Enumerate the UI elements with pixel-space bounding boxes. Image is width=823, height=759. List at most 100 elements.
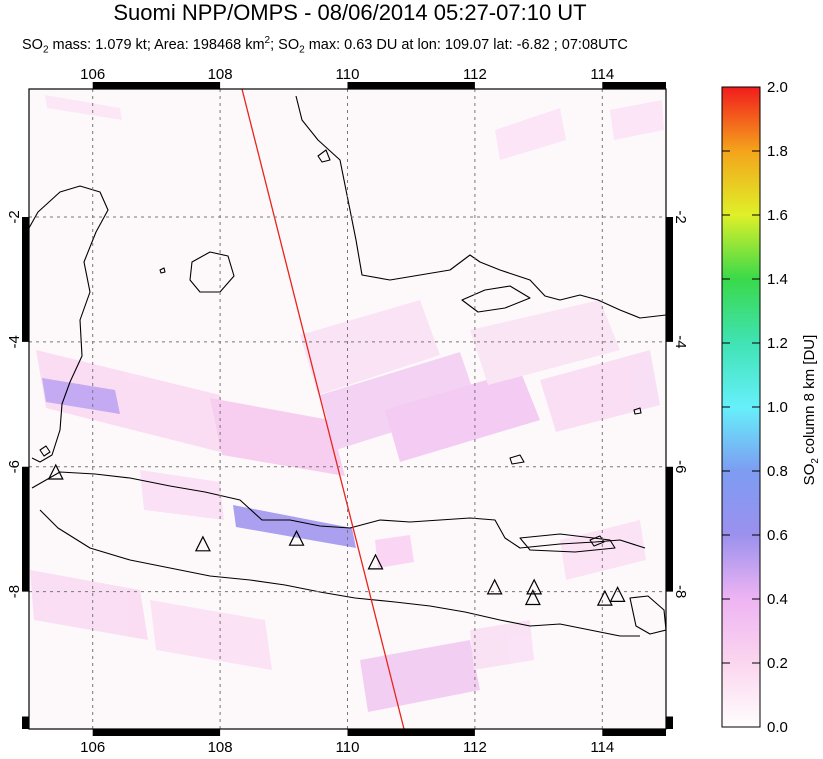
frame-bar-top xyxy=(347,82,475,89)
so2-swath xyxy=(560,520,646,580)
lat-tick-label-left: -8 xyxy=(6,585,23,598)
lat-tick-label-left: -6 xyxy=(6,460,23,473)
coastline xyxy=(31,471,646,549)
lon-tick-label-bottom: 114 xyxy=(590,739,614,756)
satellite-track-line xyxy=(241,89,405,729)
subtitle-part: mass: 1.079 kt; Area: 198468 km xyxy=(48,36,265,53)
subtitle-part: SO xyxy=(22,36,43,53)
coastline xyxy=(317,149,331,163)
colorbar-tick-label: 0.0 xyxy=(767,719,788,736)
lat-tick-label-left: -2 xyxy=(6,210,23,223)
tick-labels: 106 106 108 108 110 110 112 112 114 114 -2 -2 -4 -4 -6… xyxy=(6,66,689,756)
so2-swath xyxy=(233,505,356,548)
colorbar-tick-label: 2.0 xyxy=(767,79,788,96)
colorbar-tick-label: 0.2 xyxy=(767,655,788,672)
so2-swath xyxy=(375,535,414,568)
coastline xyxy=(159,267,166,274)
coastline xyxy=(633,407,642,415)
coastline xyxy=(295,95,666,319)
colorbar-title-sub: 2 xyxy=(810,458,821,464)
frame-bar-bottom xyxy=(347,729,475,736)
so2-swath xyxy=(150,600,272,670)
frame-bar-right xyxy=(666,217,673,342)
colorbar-title: SO2 column 8 km [DU] xyxy=(801,335,821,486)
colorbar-title-part: column 8 km [DU] xyxy=(801,335,818,458)
so2-swath xyxy=(385,370,540,462)
so2-swath xyxy=(140,470,224,520)
coastline xyxy=(509,454,525,465)
colorbar-tick-label: 1.2 xyxy=(767,335,788,352)
coastlines xyxy=(29,95,666,637)
lon-tick-label-top: 112 xyxy=(463,66,487,83)
volcano-markers xyxy=(47,463,626,606)
frame-bar-top xyxy=(92,82,221,89)
coastline xyxy=(189,251,235,293)
lat-tick-label-right: -6 xyxy=(672,460,689,473)
subtitle-subscript: 2 xyxy=(42,44,49,56)
lon-tick-label-bottom: 112 xyxy=(463,739,487,756)
colorbar-tick-label: 0.4 xyxy=(767,591,788,608)
coastline xyxy=(39,509,640,637)
frame-bar-top xyxy=(602,82,666,89)
coastline xyxy=(39,445,51,457)
colorbar-tick-label: 1.8 xyxy=(767,143,788,160)
frame-bar-bottom xyxy=(602,729,666,736)
volcano-marker xyxy=(367,553,384,570)
frame-bar-right xyxy=(666,466,673,592)
so2-swath xyxy=(320,352,478,450)
lon-tick-label-bottom: 106 xyxy=(80,739,105,756)
subtitle-part: ; SO xyxy=(270,36,300,53)
volcano-marker xyxy=(609,586,626,602)
so2-swath xyxy=(45,95,122,120)
colorbar-title-part: SO xyxy=(801,464,818,486)
colorbar-tick-label: 1.4 xyxy=(767,271,788,288)
so2-swath xyxy=(42,378,120,414)
colorbar-tick-label: 0.8 xyxy=(767,463,788,480)
map-subtitle: SO2 mass: 1.079 kt; Area: 198468 km2; SO… xyxy=(22,35,628,56)
frame-bar-left xyxy=(22,217,29,342)
so2-swath xyxy=(30,570,148,640)
so2-swath xyxy=(300,300,440,395)
gridlines xyxy=(29,89,666,729)
volcano-marker xyxy=(524,589,541,606)
volcano-marker xyxy=(47,463,64,480)
lon-tick-label-bottom: 110 xyxy=(336,739,360,756)
subtitle-part: max: 0.63 DU at lon: 109.07 lat: -6.82 ;… xyxy=(304,36,628,53)
coastline xyxy=(589,535,605,547)
map-title: Suomi NPP/OMPS - 08/06/2014 05:27-07:10 … xyxy=(113,0,587,25)
lon-tick-label-top: 108 xyxy=(208,66,233,83)
so2-swath xyxy=(470,300,620,385)
volcano-marker xyxy=(288,529,305,546)
coastline xyxy=(461,285,531,313)
volcano-marker xyxy=(596,589,613,606)
lat-tick-label-right: -4 xyxy=(672,335,689,348)
lon-tick-label-top: 106 xyxy=(80,66,105,83)
lon-tick-label-top: 114 xyxy=(590,66,614,83)
frame-bar-bottom xyxy=(92,729,221,736)
volcano-marker xyxy=(194,535,211,552)
so2-swath xyxy=(360,640,480,712)
so2-swath xyxy=(470,620,534,670)
colorbar-tick-label: 1.6 xyxy=(767,207,788,224)
colorbar-tick-label: 0.6 xyxy=(767,527,788,544)
frame-bars xyxy=(22,82,673,736)
lat-tick-label-right: -2 xyxy=(672,210,689,223)
subtitle-subscript: 2 xyxy=(299,44,305,56)
so2-swath xyxy=(36,350,232,455)
frame-bar-right xyxy=(666,716,673,729)
coastline xyxy=(519,533,616,553)
lon-tick-label-bottom: 108 xyxy=(208,739,233,756)
coastline xyxy=(629,595,666,635)
volcano-marker xyxy=(486,578,503,595)
lat-tick-label-right: -8 xyxy=(672,585,689,598)
so2-swath xyxy=(210,398,345,476)
so2-swath xyxy=(610,100,664,140)
lon-tick-label-top: 110 xyxy=(336,66,360,83)
colorbar-ticks: 0.0 0.2 0.4 0.6 0.8 1.0 1.2 1.4 1.6 1.8 2.0 xyxy=(722,79,788,736)
coastline xyxy=(29,185,109,463)
so2-swaths xyxy=(30,95,664,712)
frame-bar-left xyxy=(22,466,29,592)
frame-bar-left xyxy=(22,716,29,729)
so2-swath xyxy=(540,350,660,432)
